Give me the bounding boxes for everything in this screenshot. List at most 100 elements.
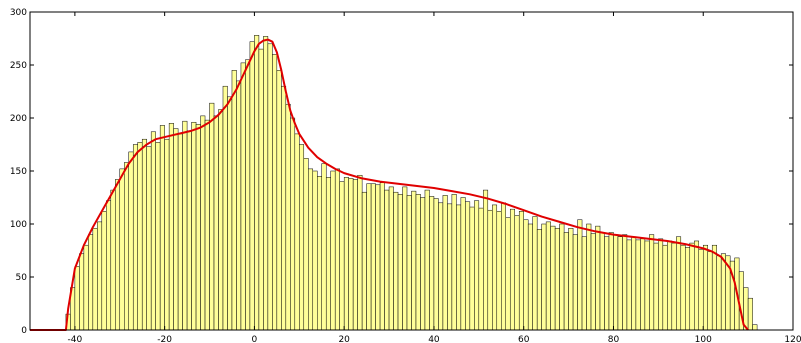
histogram-bar	[141, 138, 147, 331]
histogram-bar	[411, 190, 417, 331]
histogram-bar	[177, 133, 183, 331]
histogram-bar	[88, 234, 94, 331]
histogram-bar	[195, 124, 201, 331]
histogram-bar	[173, 128, 179, 331]
histogram-bar	[384, 189, 390, 331]
histogram-bar	[348, 178, 354, 331]
histogram-bar	[370, 183, 376, 331]
histogram-bar	[487, 209, 493, 331]
histogram-bar	[622, 234, 628, 331]
histogram-bar	[442, 195, 448, 331]
histogram-bar	[518, 211, 524, 331]
histogram-bar	[137, 142, 143, 331]
histogram-bar	[501, 202, 507, 331]
histogram-bar	[608, 232, 614, 331]
y-tick-label: 250	[10, 61, 27, 71]
histogram-bar	[159, 125, 165, 331]
histogram-bar	[716, 255, 722, 331]
histogram-bar	[590, 233, 596, 331]
histogram-bar	[330, 170, 336, 331]
histogram-bar	[267, 43, 273, 331]
histogram-bar	[572, 234, 578, 331]
histogram-bar	[406, 195, 412, 331]
histogram-bar	[420, 197, 426, 331]
histogram-bar	[240, 62, 246, 331]
histogram-bar	[662, 244, 668, 331]
histogram-bar	[312, 170, 318, 331]
histogram-bar	[752, 324, 758, 331]
histogram-bar	[254, 35, 260, 331]
histogram-bar	[577, 219, 583, 331]
histogram-bar	[586, 223, 592, 331]
histogram-bar	[366, 183, 372, 331]
histogram-bar	[352, 179, 358, 331]
histogram-bar	[465, 201, 471, 331]
histogram-bar	[604, 236, 610, 331]
histogram-bar	[290, 117, 296, 331]
histogram-bar	[146, 146, 152, 331]
histogram-bar	[245, 59, 251, 331]
histogram-bar	[478, 207, 484, 331]
histogram-bar	[496, 211, 502, 331]
histogram-bar	[438, 202, 444, 331]
x-tick-label: 20	[338, 335, 350, 343]
histogram-bar	[469, 206, 475, 331]
x-tick-label: 80	[608, 335, 620, 343]
histogram-bar	[550, 225, 556, 331]
x-tick-label: -40	[68, 335, 83, 343]
histogram-bar	[299, 144, 305, 331]
histogram-bar	[276, 70, 282, 331]
histogram-bar	[541, 223, 547, 331]
x-tick-label: 120	[784, 335, 801, 343]
histogram-bar	[532, 216, 538, 331]
histogram-bar	[110, 189, 116, 331]
histogram-bar	[379, 182, 385, 331]
histogram-bar	[613, 234, 619, 331]
histogram-bar	[474, 200, 480, 331]
histogram-bar	[128, 151, 134, 331]
histogram-bar	[563, 232, 569, 331]
x-tick-label: 40	[428, 335, 440, 343]
histogram-bar	[559, 223, 565, 331]
histogram-bar	[303, 158, 309, 331]
histogram-bar	[231, 70, 237, 331]
histogram-bar	[325, 177, 331, 331]
histogram-bar	[720, 253, 726, 331]
histogram-bar	[658, 238, 664, 331]
histogram-bar	[698, 249, 704, 331]
histogram-bar	[150, 131, 156, 331]
histogram-bar	[514, 215, 520, 331]
histogram-bar	[649, 234, 655, 331]
histogram-bar	[321, 163, 327, 331]
x-tick-label: 60	[518, 335, 530, 343]
histogram-bar	[631, 236, 637, 331]
histogram-bar	[429, 196, 435, 331]
histogram-bar	[447, 203, 453, 331]
histogram-bar	[451, 194, 457, 331]
histogram-bar	[523, 219, 529, 331]
histogram-bar	[460, 197, 466, 331]
histogram-bar	[492, 204, 498, 331]
fit-curve-layer	[30, 38, 749, 331]
histogram-bar	[653, 242, 659, 331]
histogram-bar	[213, 115, 219, 331]
histogram-bar	[168, 123, 174, 331]
histogram-bar	[343, 177, 349, 331]
histogram-bar	[119, 168, 125, 331]
histogram-bar	[707, 251, 713, 331]
histogram-bar	[182, 120, 188, 331]
histogram-bar	[393, 191, 399, 331]
histogram-bar	[599, 232, 605, 331]
histogram-bar	[581, 236, 587, 331]
histogram-bar	[317, 176, 322, 331]
histogram-bar	[83, 244, 89, 331]
histogram-bar	[694, 240, 700, 331]
histogram-bar	[191, 121, 197, 331]
histogram-bar	[361, 191, 367, 331]
histogram-bar	[509, 208, 515, 331]
histogram-bar	[702, 244, 708, 331]
y-tick-label: 200	[10, 114, 27, 124]
histogram-bar	[626, 239, 632, 331]
histogram-bar	[200, 115, 206, 331]
